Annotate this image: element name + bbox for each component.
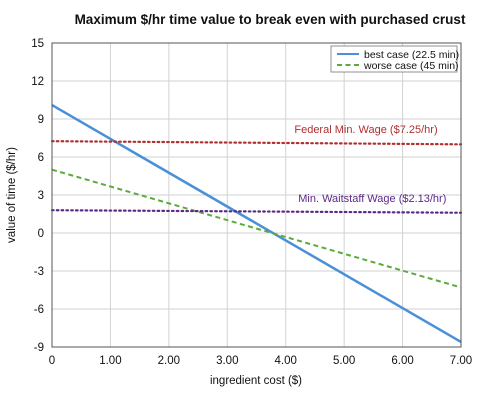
y-tick-label: -6 xyxy=(34,304,44,316)
y-axis-label: value of time ($/hr) xyxy=(6,147,18,243)
annotations: Federal Min. Wage ($7.25/hr) Min. Waitsta… xyxy=(294,124,446,205)
y-tick-label: 15 xyxy=(31,38,44,50)
grid xyxy=(51,42,462,348)
y-tick-labels: 15 12 9 6 3 0 -3 -6 -9 xyxy=(31,38,44,354)
series-group xyxy=(50,103,463,344)
annotation-label: Federal Min. Wage ($7.25/hr) xyxy=(294,124,437,136)
annotation-label: Min. Waitstaff Wage ($2.13/hr) xyxy=(298,193,446,205)
legend-label: worse case (45 min) xyxy=(363,60,459,72)
x-tick-label: 3.00 xyxy=(216,355,238,367)
y-tick-label: -9 xyxy=(34,342,44,354)
series-line-2 xyxy=(50,140,463,146)
x-tick-label: 0 xyxy=(49,355,55,367)
y-tick-label: -3 xyxy=(34,266,44,278)
legend: best case (22.5 min)worse case (45 min) xyxy=(330,45,459,73)
y-tick-label: 3 xyxy=(38,190,44,202)
y-tick-label: 0 xyxy=(38,228,44,240)
x-tick-label: 5.00 xyxy=(333,355,355,367)
series-line-0 xyxy=(51,103,462,344)
legend-box xyxy=(330,45,458,73)
x-tick-label: 4.00 xyxy=(275,355,297,367)
y-tick-label: 9 xyxy=(38,114,44,126)
plot-frame xyxy=(51,42,462,348)
x-tick-label: 2.00 xyxy=(158,355,180,367)
legend-label: best case (22.5 min) xyxy=(364,49,459,61)
x-tick-labels: 0 1.00 2.00 3.00 4.00 5.00 6.00 7.00 xyxy=(49,355,472,367)
x-tick-label: 7.00 xyxy=(450,355,472,367)
series-line-3 xyxy=(50,209,463,214)
y-tick-label: 6 xyxy=(38,152,44,164)
x-tick-label: 6.00 xyxy=(391,355,413,367)
x-axis-label: ingredient cost ($) xyxy=(210,375,302,387)
series-line-1 xyxy=(51,168,462,289)
y-tick-label: 12 xyxy=(31,76,44,88)
x-tick-label: 1.00 xyxy=(99,355,121,367)
chart-title: Maximum $/hr time value to break even wi… xyxy=(75,12,466,27)
